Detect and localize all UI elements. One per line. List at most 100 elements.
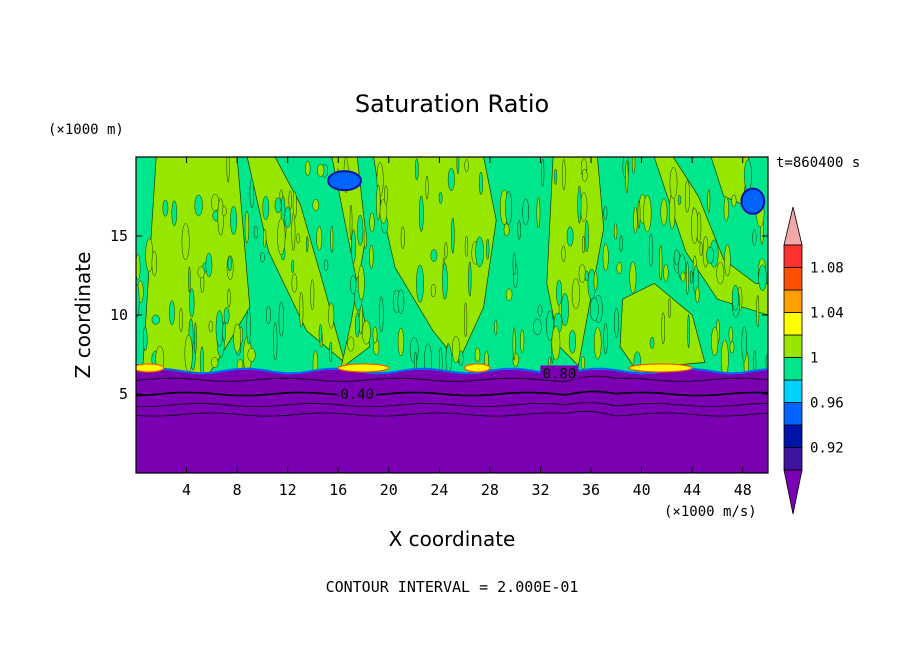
contour-feature [673,249,680,266]
x-tick-label: 36 [582,481,600,499]
colorbar-segment [783,379,803,403]
contour-feature [142,326,148,352]
contour-feature [416,264,424,303]
colorbar-label: 1.04 [810,306,844,322]
contour-feature [577,185,582,224]
colorbar-over-triangle [783,206,803,246]
colorbar-segment [783,334,803,358]
contour-feature [603,205,608,221]
contour-feature [430,283,436,298]
contour-feature [468,261,472,297]
contour-feature [208,320,214,333]
contour-feature [520,329,525,353]
colorbar-segment [783,447,803,471]
contour-line [136,375,768,382]
contour-label: 0.80 [543,366,577,382]
contour-feature [729,341,735,354]
colorbar-segment [783,312,803,336]
contour-feature [221,205,227,217]
contour-feature [756,295,760,328]
contour-labels: 0.40 0.80 [338,365,579,403]
supersaturated-cap [464,363,491,373]
x-tick-label: 4 [182,481,191,499]
contour-feature [571,278,580,310]
lower-layer-fill [136,365,768,473]
contour-feature [291,213,296,252]
contour-feature [660,198,668,226]
contour-feature [649,336,655,349]
contour-feature [464,236,469,257]
contour-feature [151,314,160,325]
contour-feature [222,321,226,343]
contour-feature [354,313,360,338]
contour-feature [430,249,438,262]
contour-feature [619,235,623,253]
supersaturated-cap [136,363,165,373]
contour-feature [372,326,378,344]
contour-feature [616,261,623,275]
contour-label-gap [540,365,579,380]
x-tick-label: 24 [430,481,448,499]
contour-feature [680,271,686,282]
contour-feature [397,289,405,314]
contour-feature [728,326,733,343]
contour-feature [189,288,195,318]
contour-feature [614,307,619,338]
contour-feature [691,207,699,244]
contour-feature [686,261,689,296]
colorbar-segment [783,357,803,381]
x-tick-label: 16 [329,481,347,499]
contour-feature [194,194,203,217]
contour-feature [194,322,197,354]
contour-feature [442,262,448,300]
contour-feature [171,200,178,227]
contour-feature [162,199,169,217]
contour-feature [291,259,295,274]
contour-feature [578,264,586,283]
contour-feature [369,212,375,233]
contour-feature [379,296,384,333]
y-tick-label: 10 [110,306,128,324]
contour-feature [593,327,602,360]
contour-feature [464,302,468,338]
contour-feature [584,220,589,253]
contour-feature [425,175,429,200]
contour-feature [347,336,355,352]
contour-feature [613,223,618,240]
contour-feature [210,357,219,368]
contour-feature [494,319,498,336]
contour-feature [723,196,729,222]
y-unit-label: (×1000 m) [48,122,124,138]
contour-feature [284,206,291,228]
contour-feature [249,178,254,209]
contour-feature [260,251,265,263]
contour-feature [274,197,282,214]
colorbar-segment [783,244,803,268]
contour-feature [246,308,251,345]
x-tick-label: 20 [380,481,398,499]
contour-feature [629,261,637,294]
contour-feature [169,300,175,326]
contour-feature [561,292,569,327]
contour-feature [512,327,516,361]
contour-feature [522,198,530,226]
contour-feature [323,259,329,272]
contour-feature [474,347,481,363]
contour-feature [376,184,381,221]
contour-feature [669,193,676,230]
contour-feature [512,252,516,276]
contour-feature [517,219,521,240]
contour-feature [151,250,157,277]
contour-feature [602,243,609,271]
contour-feature [397,327,404,357]
contour-feature [357,214,364,247]
subsaturated-pocket [740,187,766,215]
contour-feature [362,320,371,345]
subsaturated-pocket [327,170,362,192]
contour-feature [561,245,566,263]
contour-interval-footer: CONTOUR INTERVAL = 2.000E-01 [326,578,579,596]
contour-feature [456,157,460,175]
y-tick-label: 15 [110,227,128,245]
